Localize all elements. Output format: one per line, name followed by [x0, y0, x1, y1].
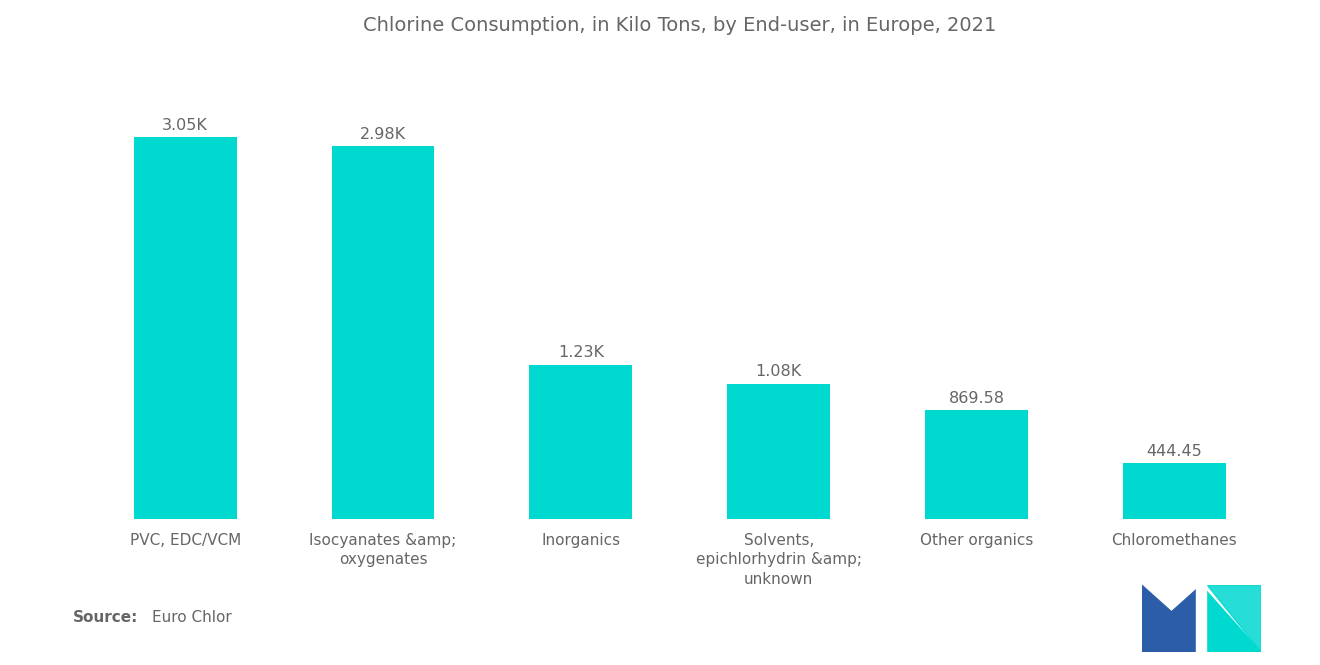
Bar [331, 146, 434, 519]
Bar [529, 365, 632, 519]
Bar [727, 384, 830, 519]
Polygon shape [1142, 585, 1201, 652]
Polygon shape [1201, 585, 1261, 652]
Text: 2.98K: 2.98K [360, 126, 407, 142]
Bar [1123, 463, 1226, 519]
Text: 1.23K: 1.23K [558, 345, 603, 360]
Polygon shape [1206, 585, 1261, 652]
Text: 869.58: 869.58 [949, 390, 1005, 406]
Bar [133, 137, 236, 519]
Text: 1.08K: 1.08K [755, 364, 801, 379]
Text: Euro Chlor: Euro Chlor [152, 610, 231, 625]
Text: Source:: Source: [73, 610, 139, 625]
Bar [925, 410, 1028, 519]
Text: 3.05K: 3.05K [162, 118, 209, 133]
Polygon shape [1196, 585, 1206, 652]
Title: Chlorine Consumption, in Kilo Tons, by End-user, in Europe, 2021: Chlorine Consumption, in Kilo Tons, by E… [363, 16, 997, 35]
Text: 444.45: 444.45 [1147, 444, 1203, 459]
